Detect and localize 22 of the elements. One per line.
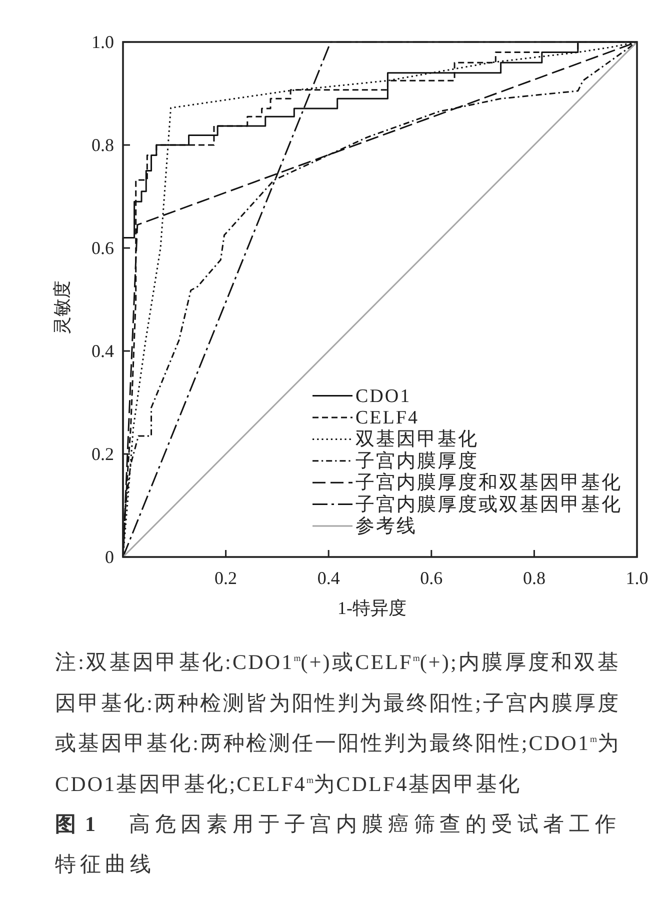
x-tick-label: 0.2 <box>214 568 238 588</box>
legend-label: CELF4 <box>356 408 419 428</box>
y-tick-label: 0.6 <box>92 238 114 258</box>
legend-label: 子宫内膜厚度 <box>356 450 478 472</box>
y-tick-label: 0 <box>105 547 114 567</box>
y-tick-label: 0.2 <box>92 444 114 464</box>
y-tick-label: 0.4 <box>92 341 114 361</box>
legend-label: 双基因甲基化 <box>356 429 478 450</box>
y-tick-label: 0.8 <box>92 135 114 155</box>
caption: 图 1 <box>55 812 97 836</box>
y-axis-title: 灵敏度 <box>52 280 72 334</box>
x-tick-label: 1.0 <box>626 568 648 588</box>
text: 注:双基因甲基化:CDO1$^{m}$(+)或CELF$^{m}$(+);内膜厚度和双基因甲基化:两种检测皆为阳性判为最终阳性;子宫内膜厚度或基因甲基化:两种检测任一阳性判为最终阳性;CDO1$^{m}$为CDO1基因甲基化;CELF4$^{m}$为CDLF4基因甲基化 <box>55 650 620 796</box>
legend-label: 参考线 <box>356 516 417 537</box>
legend-label: 子宫内膜厚度和双基因甲基化 <box>356 472 622 494</box>
legend-label: CDO1 <box>356 386 412 407</box>
x-tick-label: 0.4 <box>317 568 340 588</box>
y-tick-label: 1.0 <box>92 32 114 52</box>
legend-label: 子宫内膜厚度或双基因甲基化 <box>356 493 622 516</box>
x-tick-label: 0.8 <box>522 568 546 588</box>
x-tick-label: 0.6 <box>420 568 443 588</box>
x-axis-title: 1-特异度 <box>338 598 406 618</box>
